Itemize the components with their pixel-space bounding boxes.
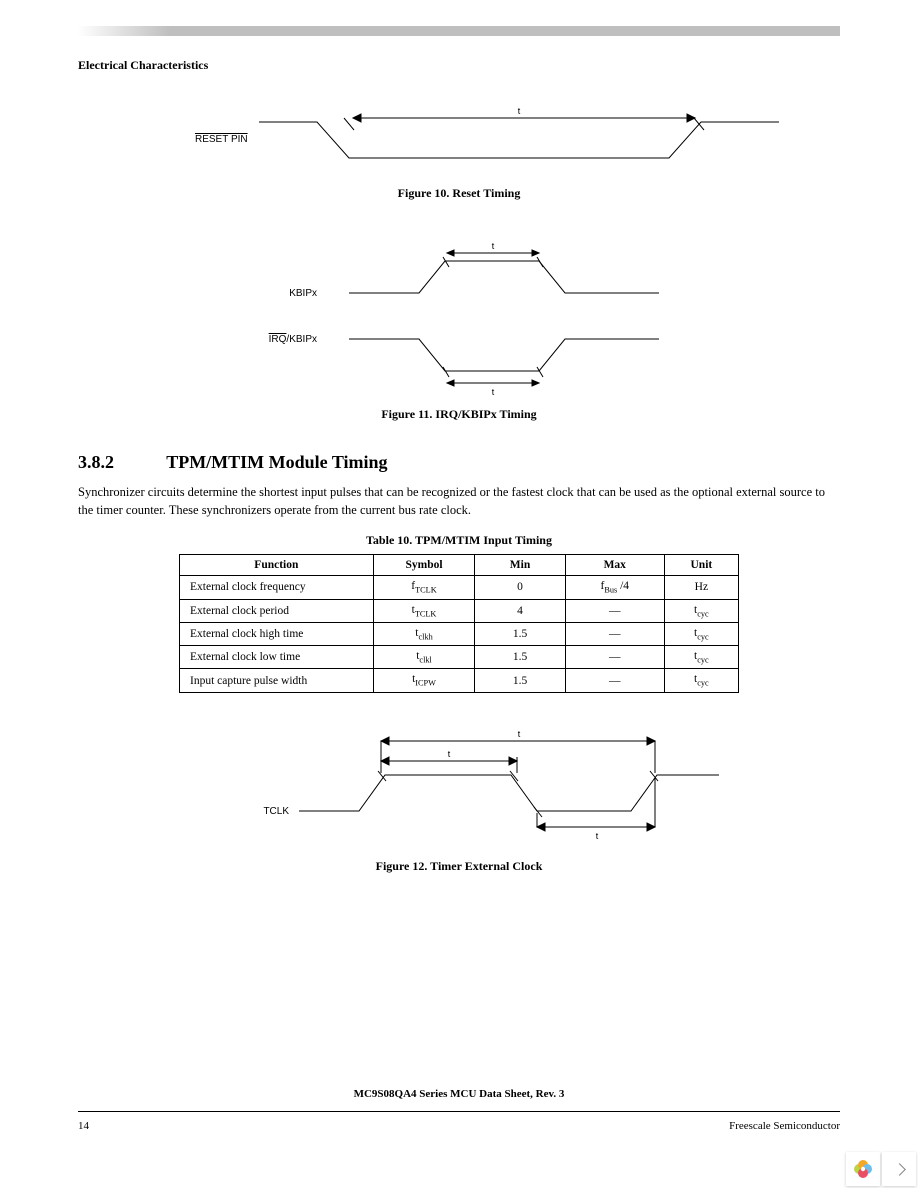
figure-11: KBIPx IRQ/KBIPx t t Figure 11. IRQ/KBIPx… — [78, 231, 840, 422]
fig11-t-high: t — [492, 241, 495, 251]
table-header-row: Function Symbol Min Max Unit — [180, 555, 739, 576]
section-heading: 3.8.2 TPM/MTIM Module Timing — [78, 452, 840, 473]
table-row: External clock periodtTCLK4—tcyc — [180, 599, 739, 622]
cell-min: 0 — [475, 576, 565, 599]
cell-symbol: tTCLK — [373, 599, 475, 622]
cell-symbol: tclkh — [373, 622, 475, 645]
cell-function: External clock high time — [180, 622, 374, 645]
cell-max: — — [565, 669, 664, 692]
cell-symbol: tICPW — [373, 669, 475, 692]
cell-unit: tcyc — [664, 622, 738, 645]
cell-min: 4 — [475, 599, 565, 622]
fig12-signal-label: TCLK — [263, 806, 289, 817]
figure-12: TCLK t t t Figure 12. Timer External Clo… — [78, 723, 840, 874]
fig12-t-low: t — [596, 831, 599, 841]
fig11-t-low: t — [492, 387, 495, 397]
header-gradient-bar — [78, 26, 840, 36]
col-max: Max — [565, 555, 664, 576]
figure-10-svg: RESET PIN t — [139, 90, 779, 180]
fig10-signal-label: RESET PIN — [195, 134, 248, 145]
cell-symbol: fTCLK — [373, 576, 475, 599]
figure-12-caption: Figure 12. Timer External Clock — [78, 859, 840, 874]
section-number: 3.8.2 — [78, 452, 162, 473]
cell-symbol: tclkl — [373, 646, 475, 669]
footer-vendor: Freescale Semiconductor — [729, 1120, 840, 1132]
chevron-right-icon — [893, 1163, 906, 1176]
header-section-label: Electrical Characteristics — [78, 58, 208, 73]
cell-function: External clock frequency — [180, 576, 374, 599]
col-symbol: Symbol — [373, 555, 475, 576]
fig11-irq-label: IRQ/KBIPx — [269, 334, 317, 345]
cell-min: 1.5 — [475, 646, 565, 669]
cell-unit: tcyc — [664, 599, 738, 622]
cell-function: External clock period — [180, 599, 374, 622]
fig11-kbipx-label: KBIPx — [289, 288, 317, 299]
footer-divider — [78, 1111, 840, 1112]
table-row: External clock low timetclkl1.5—tcyc — [180, 646, 739, 669]
corner-widget — [846, 1152, 916, 1186]
cell-min: 1.5 — [475, 669, 565, 692]
fig10-t-label: t — [518, 106, 521, 116]
corner-next-button[interactable] — [882, 1152, 916, 1186]
col-min: Min — [475, 555, 565, 576]
page-number: 14 — [78, 1120, 89, 1132]
fig12-t-high: t — [448, 749, 451, 759]
figure-12-svg: TCLK t t t — [179, 723, 739, 853]
figure-11-caption: Figure 11. IRQ/KBIPx Timing — [78, 407, 840, 422]
cell-max: — — [565, 622, 664, 645]
col-unit: Unit — [664, 555, 738, 576]
section-paragraph: Synchronizer circuits determine the shor… — [78, 483, 840, 519]
footer-doc-title: MC9S08QA4 Series MCU Data Sheet, Rev. 3 — [0, 1088, 918, 1100]
cell-function: External clock low time — [180, 646, 374, 669]
cell-unit: tcyc — [664, 669, 738, 692]
timing-table: Function Symbol Min Max Unit External cl… — [179, 554, 739, 692]
cell-unit: tcyc — [664, 646, 738, 669]
section-title: TPM/MTIM Module Timing — [166, 452, 387, 472]
fig12-t-full: t — [518, 729, 521, 739]
figure-11-svg: KBIPx IRQ/KBIPx t t — [199, 231, 719, 401]
cell-min: 1.5 — [475, 622, 565, 645]
table-row: External clock frequencyfTCLK0fBus /4Hz — [180, 576, 739, 599]
figure-10: RESET PIN t Figure 10. Reset Timing — [78, 90, 840, 201]
cell-unit: Hz — [664, 576, 738, 599]
table-row: External clock high timetclkh1.5—tcyc — [180, 622, 739, 645]
cell-function: Input capture pulse width — [180, 669, 374, 692]
cell-max: fBus /4 — [565, 576, 664, 599]
col-function: Function — [180, 555, 374, 576]
page-content: RESET PIN t Figure 10. Reset Timing — [78, 90, 840, 904]
cell-max: — — [565, 646, 664, 669]
cell-max: — — [565, 599, 664, 622]
corner-logo-icon[interactable] — [846, 1152, 880, 1186]
table-caption: Table 10. TPM/MTIM Input Timing — [78, 533, 840, 548]
table-row: Input capture pulse widthtICPW1.5—tcyc — [180, 669, 739, 692]
figure-10-caption: Figure 10. Reset Timing — [78, 186, 840, 201]
